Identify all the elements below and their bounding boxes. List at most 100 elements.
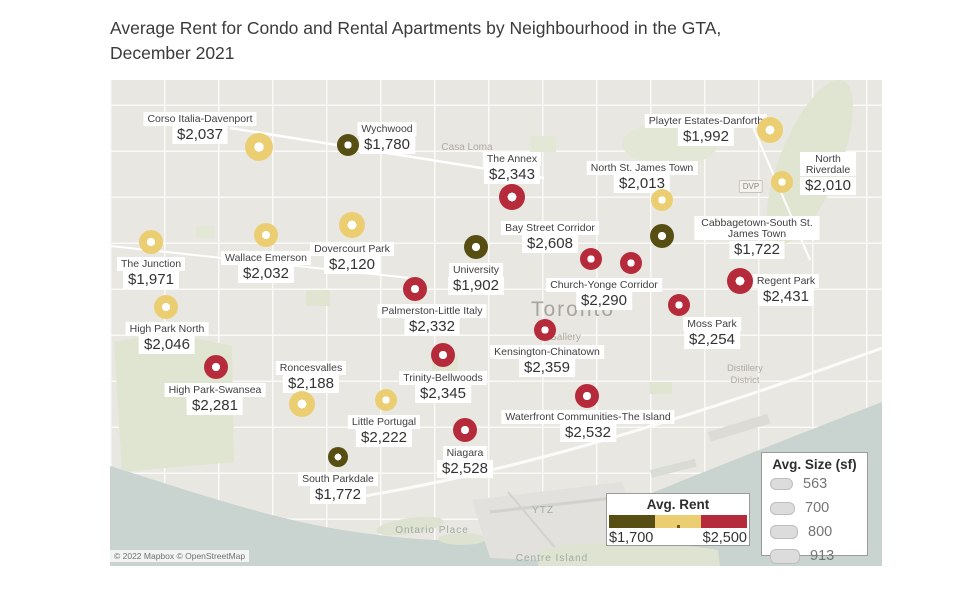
mark-circle-dovercourt-park[interactable] — [339, 212, 365, 238]
avg-size-legend-item-563[interactable]: 563 — [762, 472, 867, 496]
avg-rent-value: $2,431 — [758, 288, 814, 306]
mark-circle-trinity-bellwoods[interactable] — [431, 343, 455, 367]
avg-rent-value: $2,010 — [800, 176, 856, 195]
neighbourhood-name: The Junction — [116, 257, 186, 271]
avg-rent-value: $1,772 — [310, 486, 366, 504]
avg-rent-legend[interactable]: Avg. Rent $1,700 $2,500 — [606, 493, 750, 546]
mark-label-bay-street-corridor[interactable]: Bay Street Corridor $2,608 — [501, 219, 599, 253]
mark-label-high-park-swansea[interactable]: High Park-Swansea $2,281 — [164, 381, 266, 415]
avg-size-legend-item-700[interactable]: 700 — [762, 496, 867, 520]
mark-label-kensington-chinatown[interactable]: Kensington-Chinatown $2,359 — [490, 343, 604, 377]
map-attribution[interactable]: © 2022 Mapbox © OpenStreetMap — [110, 550, 250, 562]
avg-rent-value: $2,013 — [614, 175, 670, 193]
neighbourhood-name: Moss Park — [683, 317, 741, 331]
mark-label-niagara[interactable]: Niagara $2,528 — [437, 444, 493, 478]
mark-circle-waterfront-communities-the-island[interactable] — [575, 384, 599, 408]
neighbourhood-name: Roncesvalles — [275, 361, 347, 375]
mark-circle-moss-park[interactable] — [668, 294, 690, 316]
mark-circle-bay-street-corridor[interactable] — [580, 248, 602, 270]
mark-circle-little-portugal[interactable] — [375, 389, 397, 411]
mark-label-waterfront-communities-the-island[interactable]: Waterfront Communities-The Island $2,532 — [501, 408, 675, 442]
neighbourhood-name: Trinity-Bellwoods — [399, 371, 487, 385]
mark-label-cabbagetown-south-st-james-town[interactable]: Cabbagetown-South St. James Town $1,722 — [694, 216, 820, 259]
mark-label-playter-estates-danforth[interactable]: Playter Estates-Danforth $1,992 — [644, 112, 768, 146]
mark-circle-cabbagetown-south-st-james-town[interactable] — [650, 224, 674, 248]
mark-label-wychwood[interactable]: Wychwood $1,780 — [357, 120, 417, 154]
mark-circle-north-st-james-town[interactable] — [651, 189, 673, 211]
avg-rent-value: $2,222 — [356, 429, 412, 447]
mark-label-moss-park[interactable]: Moss Park $2,254 — [683, 315, 741, 349]
neighbourhood-name: The Annex — [482, 152, 542, 166]
neighbourhood-name: Niagara — [442, 446, 488, 460]
mark-label-church-yonge-corridor[interactable]: Church-Yonge Corridor $2,290 — [546, 276, 662, 310]
neighbourhood-name: Dovercourt Park — [310, 242, 394, 256]
avg-rent-value: $2,188 — [283, 375, 339, 393]
mark-circle-regent-park[interactable] — [727, 268, 753, 294]
neighbourhood-name: Kensington-Chinatown — [490, 345, 604, 359]
map-canvas[interactable]: Casa Loma DVP Toronto Gallery Distillery Dis… — [110, 80, 882, 566]
size-value-label: 563 — [803, 476, 828, 492]
mark-label-wallace-emerson[interactable]: Wallace Emerson $2,032 — [221, 249, 311, 283]
mark-circle-high-park-swansea[interactable] — [204, 355, 228, 379]
neighbourhood-name: Cabbagetown-South St. James Town — [694, 216, 820, 240]
mark-circle-niagara[interactable] — [453, 418, 477, 442]
mark-label-dovercourt-park[interactable]: Dovercourt Park $2,120 — [310, 240, 394, 274]
mark-label-north-riverdale[interactable]: North Riverdale $2,010 — [800, 152, 856, 195]
mark-circle-roncesvalles[interactable] — [289, 391, 315, 417]
mark-circle-the-annex[interactable] — [499, 184, 525, 210]
avg-rent-color-ramp — [609, 515, 747, 528]
neighbourhood-name: South Parkdale — [298, 472, 378, 486]
neighbourhood-name: Playter Estates-Danforth — [644, 114, 768, 128]
avg-rent-value: $2,359 — [519, 359, 575, 377]
avg-size-legend[interactable]: Avg. Size (sf) 563 700 800 913 — [761, 452, 868, 564]
mark-circle-south-parkdale[interactable] — [328, 447, 348, 467]
avg-rent-value: $1,992 — [678, 128, 734, 146]
avg-rent-legend-title: Avg. Rent — [646, 497, 710, 512]
mark-circle-kensington-chinatown[interactable] — [534, 319, 556, 341]
mark-label-south-parkdale[interactable]: South Parkdale $1,772 — [298, 470, 378, 504]
mark-circle-corso-italia-davenport[interactable] — [245, 133, 273, 161]
avg-size-legend-item-800[interactable]: 800 — [762, 520, 867, 544]
size-value-label: 700 — [805, 500, 830, 516]
neighbourhood-name: Little Portugal — [347, 415, 421, 429]
mark-label-university[interactable]: University $1,902 — [448, 261, 504, 295]
neighbourhood-name: Bay Street Corridor — [501, 221, 599, 235]
mark-label-corso-italia-davenport[interactable]: Corso Italia-Davenport $2,037 — [143, 110, 257, 144]
avg-rent-value: $2,343 — [484, 166, 540, 184]
mark-label-north-st-james-town[interactable]: North St. James Town $2,013 — [586, 159, 698, 193]
mark-label-little-portugal[interactable]: Little Portugal $2,222 — [347, 413, 421, 447]
mark-circle-playter-estates-danforth[interactable] — [757, 117, 783, 143]
mark-circle-wychwood[interactable] — [337, 134, 359, 156]
size-value-label: 913 — [810, 548, 835, 564]
size-value-label: 800 — [808, 524, 833, 540]
size-pill-icon — [770, 525, 798, 539]
avg-size-legend-rows: 563 700 800 913 — [762, 472, 867, 566]
neighbourhood-name: High Park North — [125, 322, 209, 336]
size-pill-icon — [770, 478, 793, 490]
mark-circle-high-park-north[interactable] — [154, 295, 178, 319]
mark-circle-church-yonge-corridor[interactable] — [620, 252, 642, 274]
neighbourhood-name: Church-Yonge Corridor — [546, 278, 662, 292]
neighbourhood-name: Palmerston-Little Italy — [377, 304, 487, 318]
ytz-island — [472, 482, 644, 562]
mark-label-regent-park[interactable]: Regent Park $2,431 — [752, 272, 820, 306]
mark-label-roncesvalles[interactable]: Roncesvalles $2,188 — [275, 359, 347, 393]
mark-label-high-park-north[interactable]: High Park North $2,046 — [125, 320, 209, 354]
mark-label-the-junction[interactable]: The Junction $1,971 — [116, 255, 186, 289]
size-pill-icon — [770, 548, 800, 564]
mark-circle-university[interactable] — [464, 235, 488, 259]
mark-circle-the-junction[interactable] — [139, 230, 163, 254]
avg-rent-value: $2,281 — [187, 397, 243, 415]
avg-size-legend-item-913[interactable]: 913 — [762, 544, 867, 566]
rent-ramp-mid — [654, 515, 702, 528]
neighbourhood-name: Waterfront Communities-The Island — [501, 410, 675, 424]
mark-label-the-annex[interactable]: The Annex $2,343 — [482, 150, 542, 184]
mark-label-trinity-bellwoods[interactable]: Trinity-Bellwoods $2,345 — [399, 369, 487, 403]
map-label-dvp: DVP — [738, 180, 764, 193]
mark-circle-north-riverdale[interactable] — [771, 171, 793, 193]
mark-circle-wallace-emerson[interactable] — [254, 223, 278, 247]
avg-rent-value: $2,046 — [139, 336, 195, 354]
mark-circle-palmerston-little-italy[interactable] — [403, 277, 427, 301]
mark-label-palmerston-little-italy[interactable]: Palmerston-Little Italy $2,332 — [377, 302, 487, 336]
map-label-ytz: YTZ — [532, 505, 554, 516]
